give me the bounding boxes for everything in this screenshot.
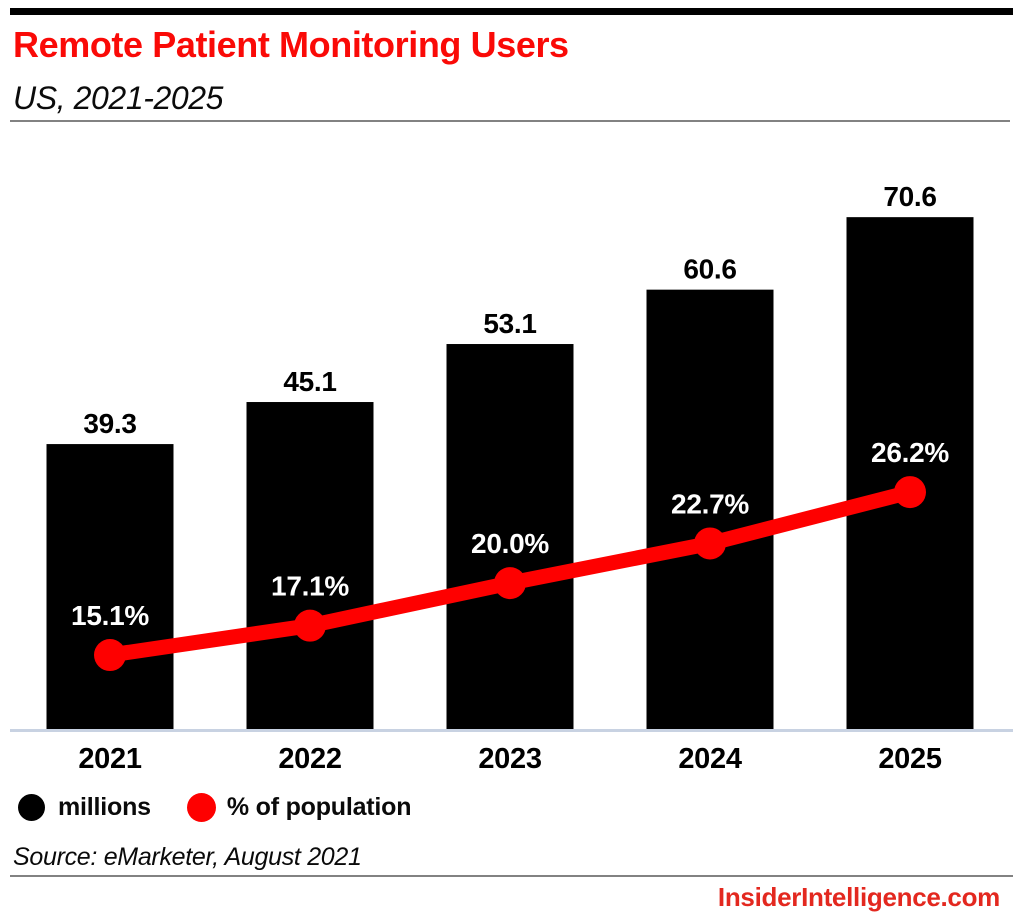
- bar-value-label-2024: 60.6: [683, 254, 736, 285]
- pct-dot-2022: [294, 609, 326, 642]
- legend-item-millions: millions: [18, 793, 151, 822]
- combo-chart: 39.3 45.1 53.1 60.6 70.6 15.1% 17.1% 20.0% 22.7%…: [10, 181, 1013, 775]
- population-legend-dot-icon: [186, 792, 216, 822]
- pct-label-2022: 17.1%: [271, 571, 349, 602]
- brand-link[interactable]: InsiderIntelligence.com: [717, 882, 1000, 912]
- x-axis-label-2021: 2021: [78, 743, 141, 775]
- millions-legend-label: millions: [58, 792, 151, 821]
- bar-2022: [246, 402, 374, 729]
- top-accent-bar: [10, 8, 1013, 15]
- pct-label-2023: 20.0%: [471, 528, 549, 559]
- bar-2021: [46, 444, 174, 729]
- page-title: Remote Patient Monitoring Users: [13, 24, 569, 65]
- bar-value-label-2021: 39.3: [83, 408, 136, 439]
- pct-dot-2024: [694, 527, 726, 560]
- x-axis-label-2023: 2023: [478, 743, 541, 775]
- bar-value-label-2022: 45.1: [283, 366, 336, 397]
- bar-value-label-2023: 53.1: [483, 308, 536, 339]
- bar-value-label-2025: 70.6: [883, 181, 936, 212]
- pct-dot-2023: [494, 567, 526, 600]
- chart-legend: millions % of population: [18, 792, 412, 822]
- legend-item-population: % of population: [151, 792, 412, 822]
- x-axis-label-2022: 2022: [278, 743, 341, 775]
- page-subtitle: US, 2021-2025: [13, 80, 224, 116]
- bar-2025: [846, 217, 974, 729]
- x-axis-label-2024: 2024: [678, 743, 741, 775]
- population-legend-label: % of population: [226, 792, 412, 821]
- header-divider: [10, 120, 1010, 122]
- millions-legend-dot-icon: [18, 793, 45, 821]
- pct-label-2021: 15.1%: [71, 600, 149, 631]
- pct-label-2025: 26.2%: [871, 437, 949, 468]
- source-note: Source: eMarketer, August 2021: [13, 843, 362, 871]
- pct-dot-2021: [94, 639, 126, 672]
- bar-2024: [646, 289, 774, 729]
- pct-dot-2025: [894, 476, 926, 509]
- x-axis-label-2025: 2025: [878, 743, 941, 775]
- bar-2023: [446, 344, 574, 729]
- pct-label-2024: 22.7%: [671, 488, 749, 519]
- footer-divider: [10, 875, 1013, 877]
